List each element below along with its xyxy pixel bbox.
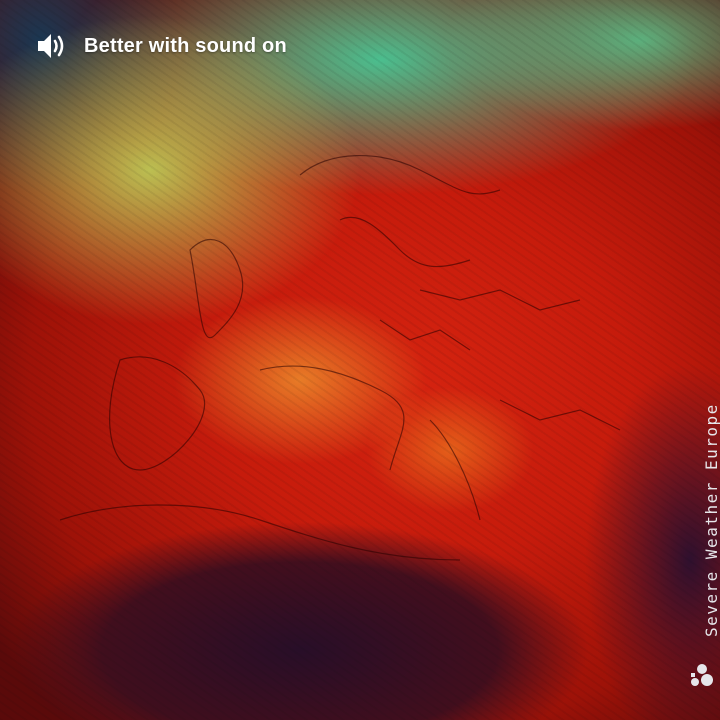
speaker-volume-icon [34,30,70,62]
watermark: Severe Weather Europe [686,403,720,716]
severe-weather-europe-logo-icon [689,660,715,688]
sound-on-button[interactable]: Better with sound on [34,30,287,62]
sound-on-label: Better with sound on [84,34,287,57]
watermark-text: Severe Weather Europe [702,403,720,637]
